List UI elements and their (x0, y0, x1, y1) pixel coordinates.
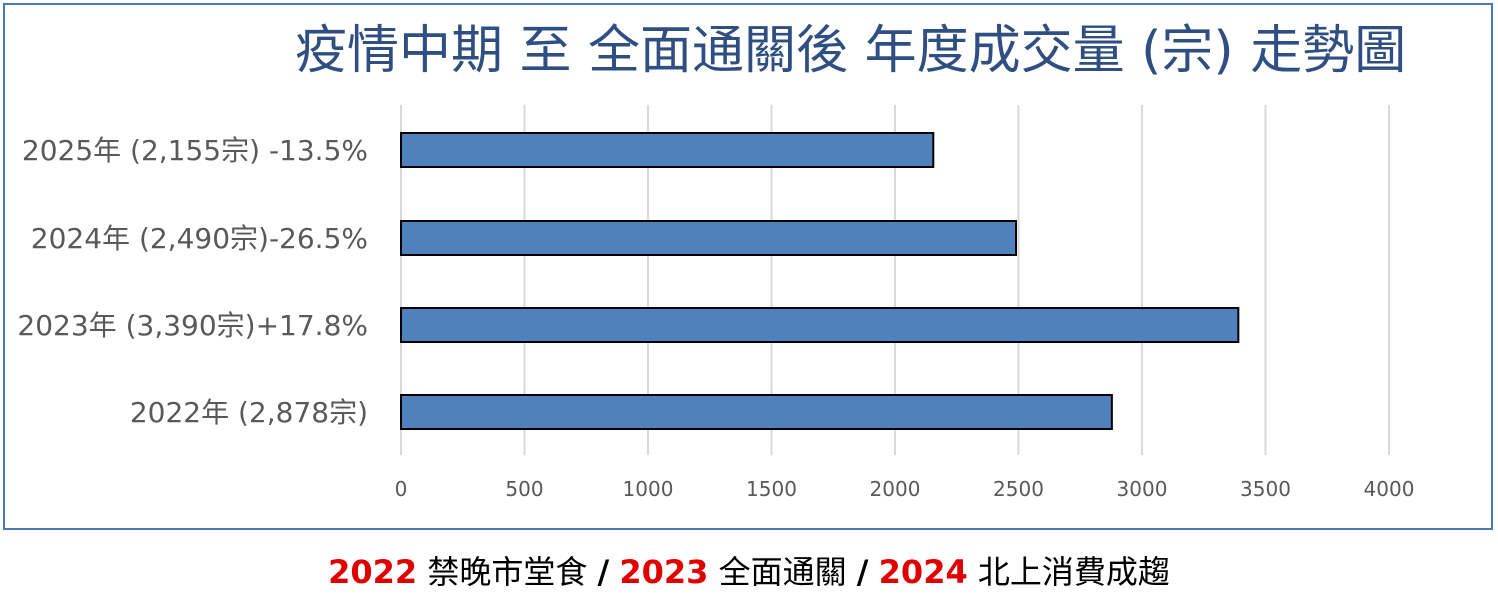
bar (400, 220, 1018, 256)
x-tick-label: 0 (395, 477, 408, 501)
caption-year-2022: 2022 (328, 553, 418, 591)
bar (400, 394, 1113, 430)
x-tick-label: 1000 (623, 477, 674, 501)
x-tick-label: 500 (505, 477, 543, 501)
x-tick-label: 1500 (746, 477, 797, 501)
caption: 2022 禁晚市堂食 / 2023 全面通關 / 2024 北上消費成趨 (0, 556, 1498, 588)
caption-year-2024: 2024 (878, 553, 968, 591)
category-labels: 2025年 (2,155宗) -13.5% 2024年 (2,490宗)-26.5… (17, 134, 368, 429)
bar-chart: 2025年 (2,155宗) -13.5% 2024年 (2,490宗)-26.5… (17, 105, 1415, 501)
category-label: 2023年 (3,390宗)+17.8% (17, 309, 368, 342)
x-tick-label: 3000 (1117, 477, 1168, 501)
caption-separator: / (597, 553, 610, 591)
x-tick-label: 2500 (993, 477, 1044, 501)
bar (400, 307, 1240, 343)
caption-separator: / (856, 553, 869, 591)
caption-text-2022: 禁晚市堂食 (417, 553, 598, 591)
x-tick-label: 4000 (1364, 477, 1415, 501)
caption-text-2024: 北上消費成趨 (967, 553, 1170, 591)
bars (400, 132, 1240, 430)
category-label: 2022年 (2,878宗) (130, 396, 368, 429)
caption-text-2023: 全面通關 (708, 553, 857, 591)
x-tick-label: 3500 (1240, 477, 1291, 501)
x-tick-label: 2000 (870, 477, 921, 501)
x-axis-ticks: 0 500 1000 1500 2000 2500 3000 3500 4000 (395, 477, 1415, 501)
category-label: 2024年 (2,490宗)-26.5% (31, 222, 368, 255)
chart-title: 疫情中期 至 全面通關後 年度成交量 (宗) 走勢圖 (295, 21, 1407, 81)
bar (400, 132, 935, 168)
chart-frame: 疫情中期 至 全面通關後 年度成交量 (宗) 走勢圖 (3, 3, 1493, 530)
caption-year-2023: 2023 (619, 553, 709, 591)
category-label: 2025年 (2,155宗) -13.5% (22, 134, 368, 167)
